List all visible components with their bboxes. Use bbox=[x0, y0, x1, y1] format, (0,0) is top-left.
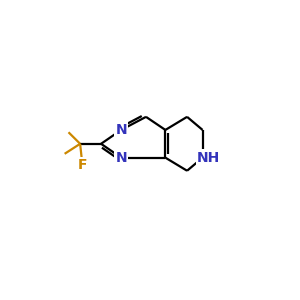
Text: NH: NH bbox=[197, 151, 220, 165]
Text: F: F bbox=[78, 158, 87, 172]
Text: N: N bbox=[116, 151, 127, 165]
Text: N: N bbox=[116, 123, 127, 137]
